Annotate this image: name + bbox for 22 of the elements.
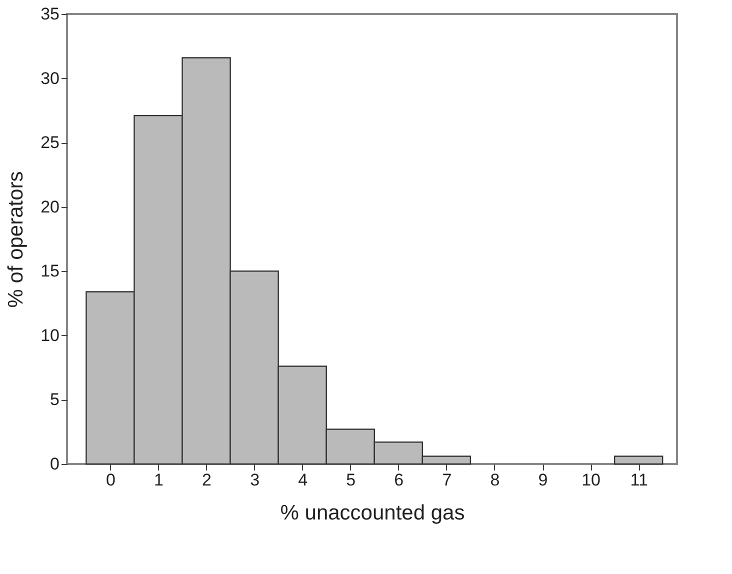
x-tick-label: 0	[106, 470, 116, 490]
x-tick-label: 2	[202, 470, 212, 490]
y-tick-label: 20	[40, 197, 60, 216]
y-axis-title: % of operators	[4, 171, 28, 308]
x-tick-label: 7	[442, 470, 452, 490]
x-tick-label: 5	[346, 470, 356, 490]
y-tick-label: 30	[40, 68, 60, 88]
x-tick-label: 9	[538, 470, 548, 490]
x-tick-label: 4	[298, 470, 308, 490]
x-tick-label: 8	[490, 470, 500, 490]
x-tick-label: 10	[582, 470, 601, 490]
y-tick-label: 15	[40, 262, 60, 281]
y-tick-label: 35	[40, 4, 60, 24]
y-tick-label: 25	[40, 133, 60, 152]
y-tick-label: 5	[50, 390, 60, 410]
y-tick-label: 0	[50, 454, 60, 474]
y-tick-label: 10	[40, 326, 60, 345]
x-tick-label: 3	[250, 470, 260, 490]
x-tick-label: 6	[394, 470, 404, 490]
x-tick-label: 11	[630, 470, 648, 490]
x-axis-title: % unaccounted gas	[280, 502, 465, 524]
x-tick-label: 1	[154, 470, 164, 490]
